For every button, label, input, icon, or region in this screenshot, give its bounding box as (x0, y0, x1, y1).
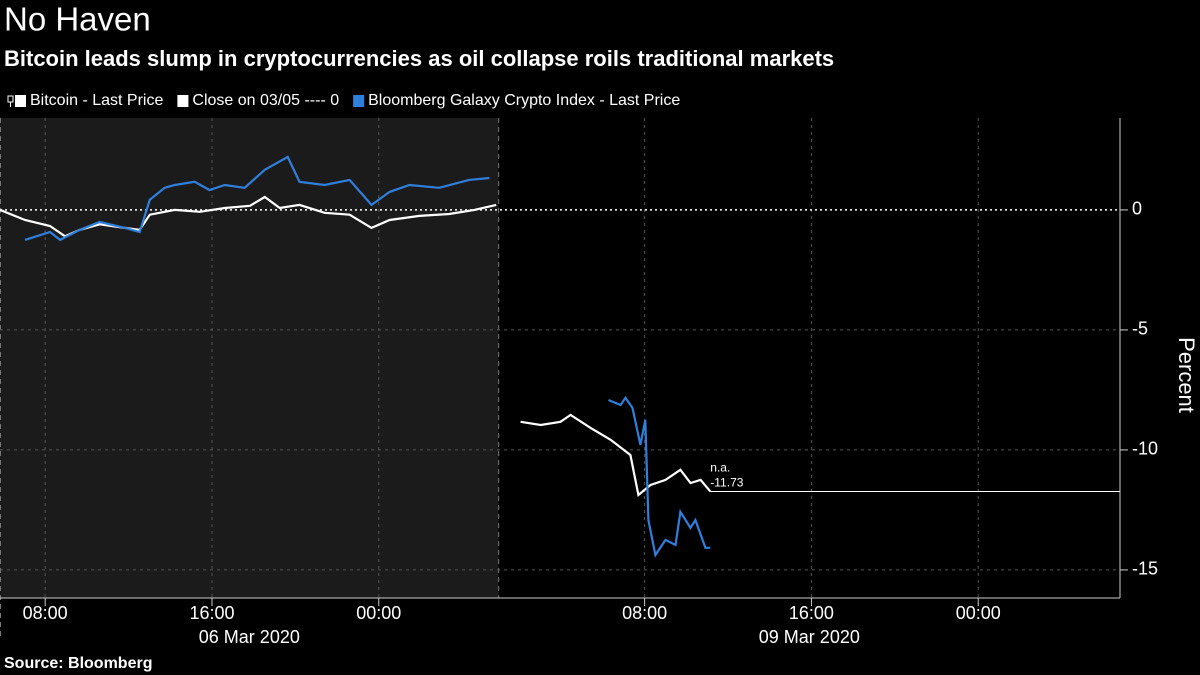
y-tick-label: -10 (1132, 439, 1158, 459)
chart-title: No Haven (4, 1, 151, 38)
legend-label: Bloomberg Galaxy Crypto Index - Last Pri… (368, 92, 680, 109)
y-tick-label: -5 (1132, 319, 1148, 339)
legend-swatch (15, 95, 26, 107)
y-axis-label: Percent (1174, 337, 1199, 413)
na-label: n.a. (710, 461, 730, 475)
series-line (608, 395, 711, 558)
x-tick-label: 08:00 (23, 603, 68, 623)
source: Source: Bloomberg (4, 655, 152, 672)
x-tick-label: 00:00 (956, 603, 1001, 623)
legend-label: Bitcoin - Last Price (30, 92, 163, 109)
series-line (520, 413, 712, 498)
x-tick-label: 00:00 (356, 603, 401, 623)
legend-label: Close on 03/05 ---- 0 (192, 92, 339, 109)
chart-subtitle: Bitcoin leads slump in cryptocurrencies … (4, 46, 834, 71)
session-shade (0, 118, 499, 598)
legend-swatch (177, 95, 189, 107)
x-group-label: 06 Mar 2020 (199, 627, 300, 647)
last-price-label: -11.73 (710, 476, 743, 490)
series-line (24, 155, 490, 242)
x-group-label: 09 Mar 2020 (759, 627, 860, 647)
x-tick-label: 16:00 (189, 603, 234, 623)
y-tick-label: -15 (1132, 559, 1158, 579)
x-tick-label: 16:00 (789, 603, 834, 623)
y-tick-label: 0 (1132, 199, 1142, 219)
legend-swatch (7, 95, 14, 103)
x-tick-label: 08:00 (622, 603, 667, 623)
legend-swatch (353, 95, 365, 107)
